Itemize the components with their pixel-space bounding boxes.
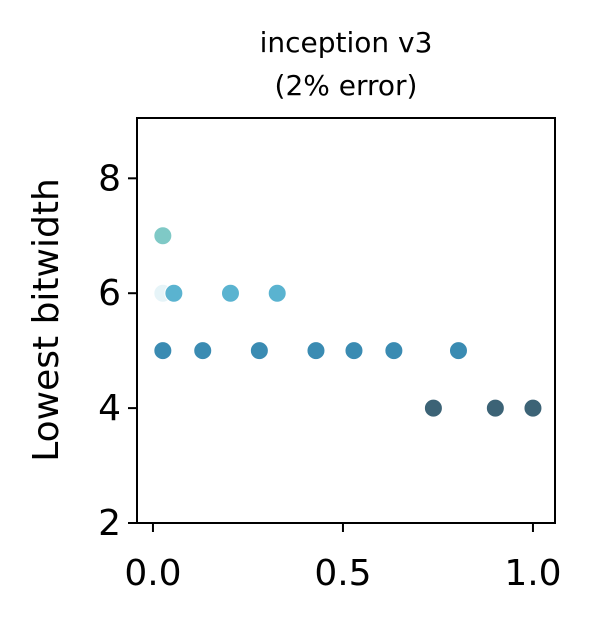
chart-title: (2% error) (275, 69, 418, 102)
point (267, 283, 287, 303)
y-tick-label: 6 (98, 273, 121, 314)
point (193, 341, 213, 361)
point (164, 283, 184, 303)
y-axis-label: Lowest bitwidth (26, 178, 67, 462)
y-tick-label: 8 (98, 158, 121, 199)
y-tick-label: 2 (98, 503, 121, 544)
point (384, 341, 404, 361)
y-tick-label: 4 (98, 388, 121, 429)
point (306, 341, 326, 361)
plot-frame (136, 117, 556, 524)
point (153, 341, 173, 361)
point (249, 341, 269, 361)
point (523, 398, 543, 418)
point (485, 398, 505, 418)
point (344, 341, 364, 361)
point (448, 341, 468, 361)
point (220, 283, 240, 303)
chart-title: inception v3 (260, 26, 433, 59)
x-tick-label: 1.0 (504, 553, 561, 594)
x-tick-label: 0.0 (124, 553, 181, 594)
point (153, 226, 173, 246)
x-tick-label: 0.5 (314, 553, 371, 594)
point (423, 398, 443, 418)
